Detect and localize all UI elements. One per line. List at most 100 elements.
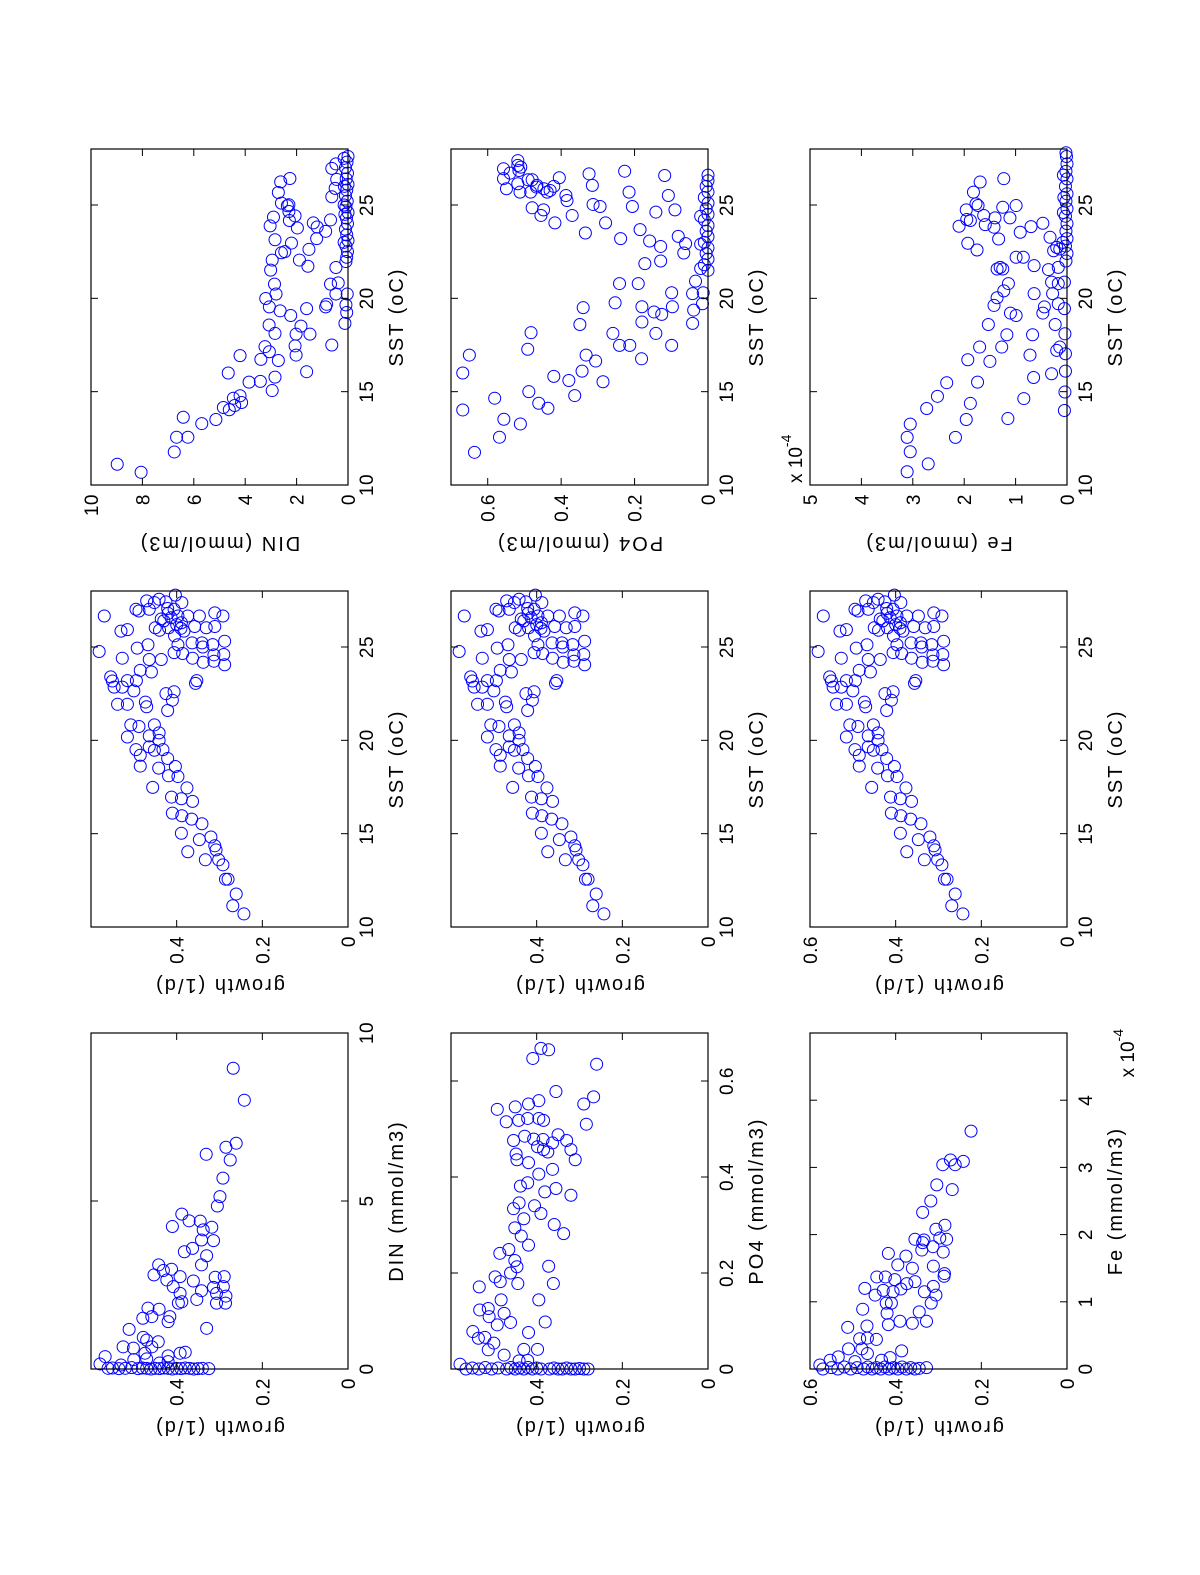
data-point xyxy=(190,674,204,688)
data-point xyxy=(873,653,887,667)
data-point xyxy=(990,291,1004,305)
data-point xyxy=(502,602,516,616)
data-point xyxy=(301,259,315,273)
data-point xyxy=(144,665,158,679)
data-point xyxy=(527,646,541,660)
data-point xyxy=(916,1205,930,1219)
data-point xyxy=(338,222,352,236)
x-tick-label: 0.2 xyxy=(717,1259,738,1287)
data-point xyxy=(547,369,561,383)
data-point xyxy=(1051,260,1065,274)
x-axis-exponent: x 10-4 xyxy=(1110,1029,1139,1078)
subplot-fe-vs-sst: 10 15 20 25 0 1 2 3 4 5 SST (oC) Fe (mmol/m3) x 10-4 xyxy=(778,146,1127,554)
data-point xyxy=(518,1129,532,1143)
data-point xyxy=(174,792,188,806)
data-point xyxy=(589,354,603,368)
data-point xyxy=(508,1254,522,1268)
y-tick-label: 1 xyxy=(1007,494,1028,505)
data-point xyxy=(216,1280,230,1294)
data-point xyxy=(168,629,182,643)
data-point xyxy=(212,853,226,867)
data-point xyxy=(513,185,527,199)
exponent-power: -4 xyxy=(778,434,794,447)
y-tick-label: 0 xyxy=(339,494,360,505)
data-point xyxy=(148,1361,162,1375)
data-point xyxy=(171,638,185,652)
data-point xyxy=(190,1292,204,1306)
data-point xyxy=(511,154,525,168)
data-point xyxy=(1001,277,1015,291)
data-point xyxy=(111,697,125,711)
data-point xyxy=(171,770,185,784)
data-point xyxy=(176,410,190,424)
data-point xyxy=(475,651,489,665)
data-point xyxy=(157,614,171,628)
data-point xyxy=(497,1306,511,1320)
data-point xyxy=(971,199,985,213)
data-point xyxy=(599,216,613,230)
data-point xyxy=(930,389,944,403)
data-point xyxy=(850,1361,864,1375)
data-point xyxy=(694,237,708,251)
data-point xyxy=(499,182,513,196)
data-point xyxy=(694,209,708,223)
data-point xyxy=(884,790,898,804)
data-point xyxy=(961,353,975,367)
x-axis-label: Fe (mmol/m3) xyxy=(1105,1127,1127,1275)
data-point xyxy=(894,809,908,823)
data-point xyxy=(504,665,518,679)
data-point xyxy=(237,1093,251,1107)
data-point xyxy=(268,277,281,291)
data-point xyxy=(1048,317,1062,331)
data-point xyxy=(908,1232,922,1246)
data-point xyxy=(192,833,206,847)
data-point xyxy=(859,700,873,714)
data-point xyxy=(858,1281,872,1295)
data-point xyxy=(635,352,649,366)
data-point xyxy=(268,233,282,247)
y-axis-label: growth (1/d) xyxy=(514,974,645,996)
data-point xyxy=(329,261,343,275)
data-point xyxy=(219,1140,233,1154)
data-point xyxy=(456,366,470,380)
data-point xyxy=(893,621,907,635)
data-point xyxy=(162,769,176,783)
data-point xyxy=(597,907,611,921)
data-point xyxy=(253,374,267,388)
data-point xyxy=(474,624,488,638)
data-point xyxy=(839,623,853,637)
data-point xyxy=(522,1326,536,1340)
data-point xyxy=(528,588,542,602)
data-point xyxy=(189,676,203,690)
data-point xyxy=(995,340,1009,354)
y-tick-label: 2 xyxy=(288,494,309,505)
data-point xyxy=(531,609,545,623)
data-point xyxy=(852,663,866,677)
x-tick-label: 15 xyxy=(717,823,738,845)
data-point xyxy=(531,1140,545,1154)
x-tick-label: 2 xyxy=(1076,1229,1097,1240)
data-point xyxy=(943,1153,957,1167)
data-point xyxy=(990,262,1004,276)
data-point xyxy=(193,1214,207,1228)
data-point xyxy=(931,853,945,867)
data-point xyxy=(165,1220,179,1234)
data-point xyxy=(534,792,548,806)
data-point xyxy=(948,430,962,444)
data-point xyxy=(464,670,478,684)
data-point xyxy=(161,1315,175,1329)
data-point xyxy=(1016,250,1030,264)
data-point xyxy=(545,636,559,650)
scatter-series xyxy=(811,588,970,921)
data-point xyxy=(524,326,538,340)
data-point xyxy=(484,718,498,732)
data-point xyxy=(207,648,221,662)
data-point xyxy=(462,348,476,362)
data-point xyxy=(284,236,298,250)
exponent-base: x 10 xyxy=(1118,1041,1139,1077)
data-point xyxy=(593,199,607,213)
data-point xyxy=(929,1288,943,1302)
data-point xyxy=(886,685,900,699)
data-point xyxy=(559,621,573,635)
data-point xyxy=(97,609,111,623)
